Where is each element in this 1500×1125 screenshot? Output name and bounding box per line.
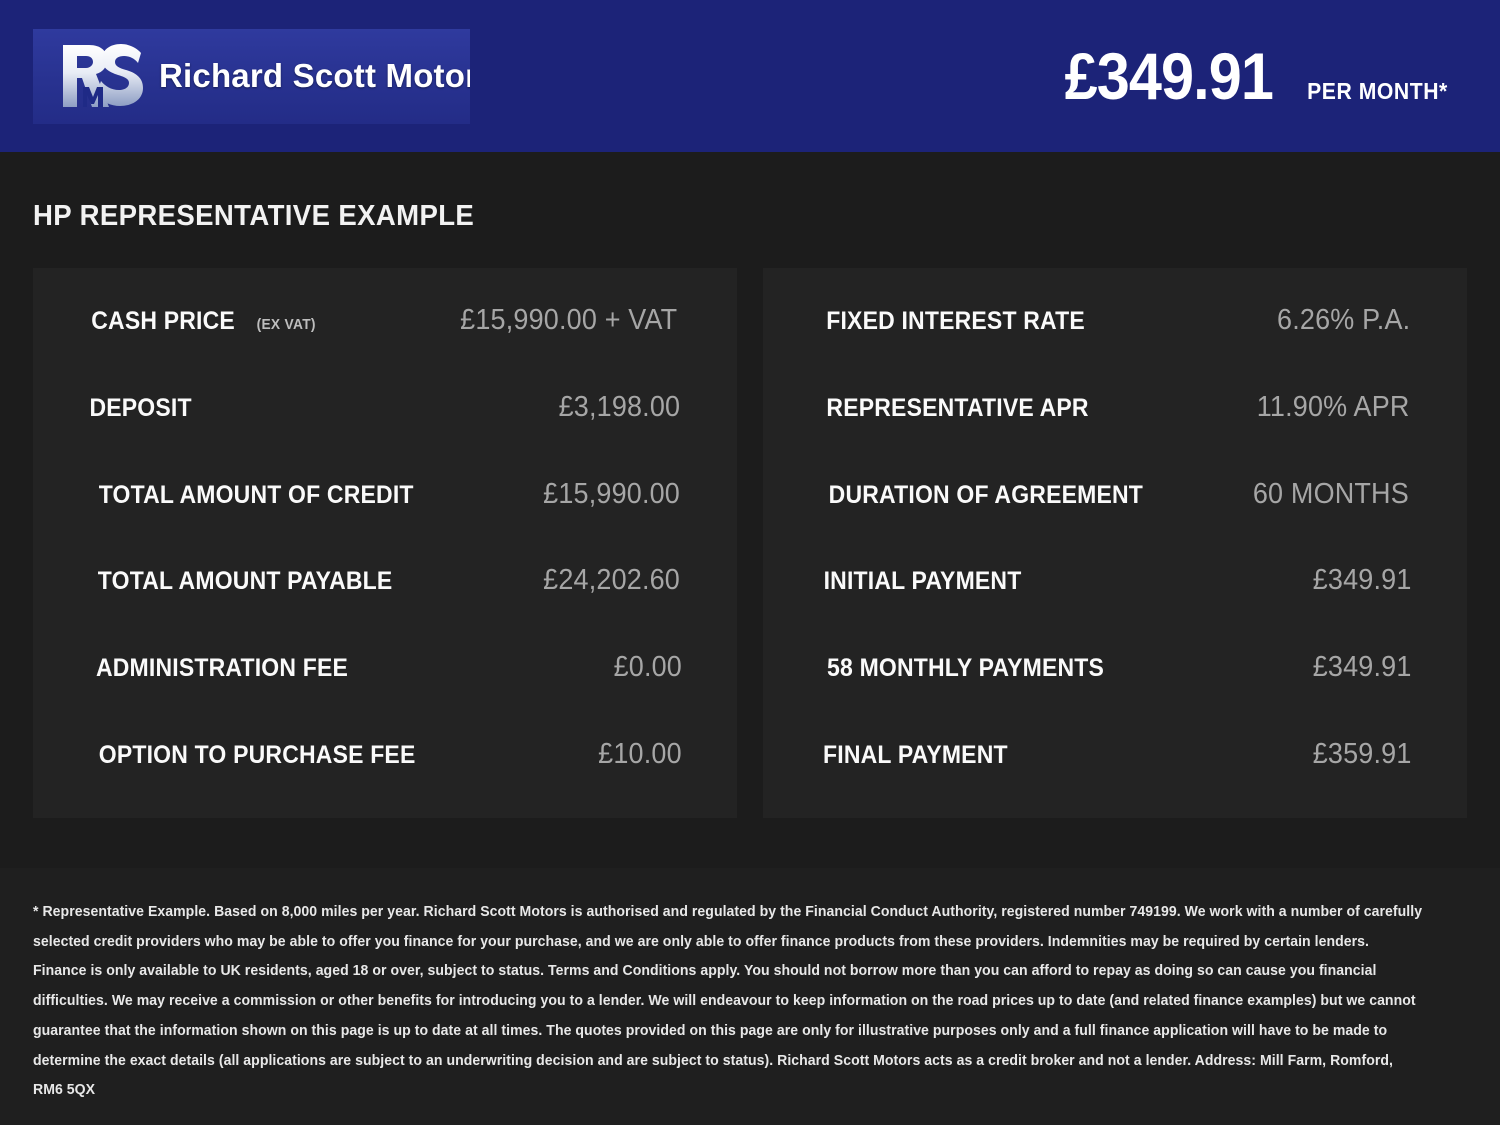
table-row: TOTAL AMOUNT PAYABLE £24,202.60 — [85, 564, 685, 608]
table-row: DURATION OF AGREEMENT 60 MONTHS — [815, 478, 1415, 522]
row-value: 6.26% P.A. — [1276, 304, 1410, 336]
page-footer: * Representative Example. Based on 8,000… — [0, 868, 1500, 1125]
table-row: DEPOSIT £3,198.00 — [85, 391, 685, 435]
panel-agreement-summary: FIXED INTEREST RATE 6.26% P.A. REPRESENT… — [763, 268, 1467, 818]
row-label: TOTAL AMOUNT OF CREDIT — [98, 480, 414, 509]
monthly-price-block: £349.91 PER MONTH* — [1053, 38, 1454, 114]
row-label: 58 MONTHLY PAYMENTS — [827, 654, 1105, 683]
finance-disclaimer: * Representative Example. Based on 8,000… — [33, 904, 1423, 1099]
row-label: ADMINISTRATION FEE — [95, 654, 349, 683]
row-label: REPRESENTATIVE APR — [826, 393, 1089, 422]
row-value: £3,198.00 — [558, 390, 681, 423]
row-label: DEPOSIT — [89, 393, 192, 422]
row-value: £24,202.60 — [542, 564, 680, 597]
table-row: ADMINISTRATION FEE £0.00 — [85, 651, 685, 695]
table-row: OPTION TO PURCHASE FEE £10.00 — [85, 738, 685, 782]
finance-panels: CASH PRICE (EX VAT) £15,990.00 + VAT DEP… — [33, 268, 1467, 818]
row-value: 60 MONTHS — [1253, 477, 1410, 510]
table-row: TOTAL AMOUNT OF CREDIT £15,990.00 — [85, 478, 685, 522]
row-label: CASH PRICE — [91, 307, 235, 335]
table-row: INITIAL PAYMENT £349.91 — [815, 564, 1415, 608]
table-row: REPRESENTATIVE APR 11.90% APR — [815, 391, 1415, 435]
table-row: FIXED INTEREST RATE 6.26% P.A. — [815, 304, 1415, 348]
row-label: DURATION OF AGREEMENT — [828, 480, 1144, 509]
row-value: £10.00 — [598, 737, 682, 770]
table-row: CASH PRICE (EX VAT) £15,990.00 + VAT — [85, 304, 685, 348]
row-note: (EX VAT) — [256, 316, 316, 333]
row-label: FINAL PAYMENT — [823, 740, 1008, 769]
page-title: HP REPRESENTATIVE EXAMPLE — [33, 200, 475, 232]
rsm-monogram-icon — [59, 39, 151, 113]
row-value: 11.90% APR — [1256, 390, 1410, 423]
table-row: 58 MONTHLY PAYMENTS £349.91 — [815, 651, 1415, 695]
dealer-logo[interactable]: Richard Scott Motors — [33, 28, 470, 124]
main-content: HP REPRESENTATIVE EXAMPLE CASH PRICE (EX… — [0, 152, 1500, 868]
row-value: £349.91 — [1312, 651, 1412, 684]
row-value: £349.91 — [1312, 564, 1412, 597]
row-value: £359.91 — [1312, 737, 1412, 770]
panel-cost-summary: CASH PRICE (EX VAT) £15,990.00 + VAT DEP… — [33, 268, 737, 818]
row-value: £15,990.00 — [542, 477, 680, 510]
row-value: £0.00 — [613, 651, 683, 684]
row-label: TOTAL AMOUNT PAYABLE — [97, 567, 393, 596]
monthly-price-amount: £349.91 — [1065, 39, 1274, 113]
row-label: OPTION TO PURCHASE FEE — [98, 740, 416, 769]
row-label: FIXED INTEREST RATE — [826, 307, 1085, 335]
dealer-name: Richard Scott Motors — [159, 57, 470, 94]
monthly-price-suffix: PER MONTH* — [1307, 78, 1448, 104]
table-row: FINAL PAYMENT £359.91 — [815, 738, 1415, 782]
row-label: INITIAL PAYMENT — [823, 567, 1022, 596]
row-value: £15,990.00 + VAT — [459, 304, 677, 336]
page-header: Richard Scott Motors £349.91 PER MONTH* — [0, 0, 1500, 152]
